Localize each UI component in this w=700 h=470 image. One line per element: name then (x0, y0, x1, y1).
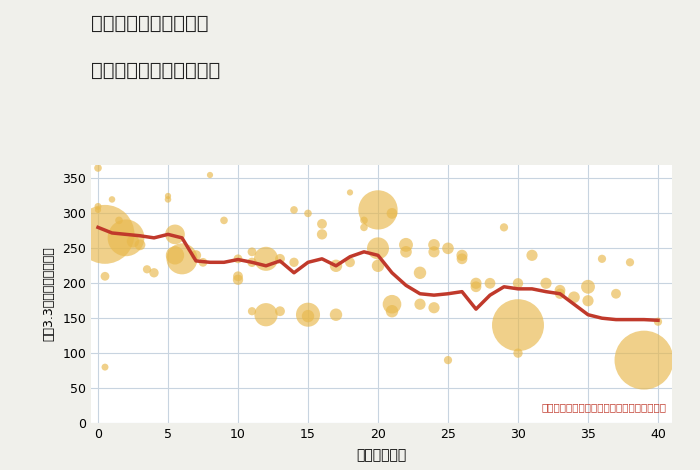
Point (470, 283, 482, 290)
Point (246, 258, 258, 266)
Point (372, 206, 384, 214)
Point (204, 171, 216, 179)
Point (596, 255, 608, 263)
Point (456, 251, 468, 259)
Point (92, 206, 104, 214)
Point (372, 262, 384, 270)
Point (120, 234, 132, 242)
Point (470, 280, 482, 287)
Point (386, 307, 398, 315)
Point (386, 300, 398, 308)
Point (274, 255, 286, 263)
Point (232, 273, 244, 280)
Point (358, 224, 370, 231)
Point (512, 321, 524, 329)
Point (169, 251, 181, 259)
Point (624, 258, 636, 266)
Point (400, 241, 412, 249)
Point (260, 255, 272, 263)
Point (288, 206, 300, 214)
Point (456, 255, 468, 263)
Point (414, 269, 426, 276)
Point (197, 258, 209, 266)
Y-axis label: 坪（3.3㎡）単価（万円）: 坪（3.3㎡）単価（万円） (42, 246, 55, 341)
Point (568, 293, 580, 301)
Point (428, 248, 440, 256)
Point (428, 241, 440, 249)
Point (134, 241, 146, 249)
Point (512, 349, 524, 357)
Point (246, 307, 258, 315)
Point (162, 196, 174, 203)
Point (652, 318, 664, 325)
Point (428, 304, 440, 312)
Point (442, 244, 454, 252)
X-axis label: 築年数（年）: 築年数（年） (356, 448, 407, 462)
Point (610, 290, 622, 298)
Point (162, 192, 174, 200)
Point (148, 269, 160, 276)
Point (99, 231, 111, 238)
Point (638, 356, 650, 364)
Text: 築年数別中古戸建て価格: 築年数別中古戸建て価格 (91, 61, 220, 80)
Point (260, 311, 272, 319)
Point (358, 217, 370, 224)
Point (400, 248, 412, 256)
Point (498, 224, 510, 231)
Point (582, 297, 594, 305)
Point (526, 251, 538, 259)
Point (372, 244, 384, 252)
Point (302, 210, 314, 217)
Point (99, 273, 111, 280)
Point (113, 217, 125, 224)
Point (232, 276, 244, 283)
Point (386, 210, 398, 217)
Point (554, 290, 566, 298)
Point (246, 248, 258, 256)
Point (442, 356, 454, 364)
Point (540, 280, 552, 287)
Point (344, 188, 356, 196)
Point (232, 255, 244, 263)
Text: 東京都豊島区上池袋の: 東京都豊島区上池袋の (91, 14, 209, 33)
Point (106, 196, 118, 203)
Point (484, 280, 496, 287)
Point (169, 231, 181, 238)
Point (302, 311, 314, 319)
Text: 円の大きさは、取引のあった物件面積を示す: 円の大きさは、取引のあった物件面積を示す (541, 403, 666, 413)
Point (274, 307, 286, 315)
Point (176, 255, 188, 263)
Point (141, 266, 153, 273)
Point (344, 258, 356, 266)
Point (316, 231, 328, 238)
Point (190, 251, 202, 259)
Point (330, 311, 342, 319)
Point (302, 313, 314, 320)
Point (414, 300, 426, 308)
Point (99, 363, 111, 371)
Point (127, 238, 139, 245)
Point (582, 283, 594, 290)
Point (92, 203, 104, 210)
Point (512, 280, 524, 287)
Point (288, 258, 300, 266)
Point (92, 164, 104, 172)
Point (316, 220, 328, 227)
Point (554, 287, 566, 294)
Point (218, 217, 230, 224)
Point (330, 262, 342, 270)
